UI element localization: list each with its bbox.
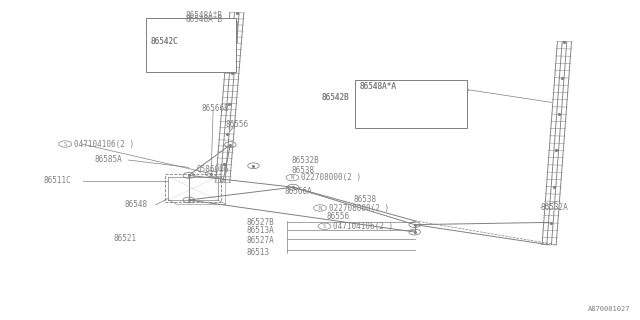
Text: 86521: 86521 [114,234,137,243]
Text: 86527A: 86527A [246,236,274,245]
Text: 86556: 86556 [226,120,249,129]
Text: 86511C: 86511C [44,176,71,185]
Text: 86548A*B: 86548A*B [186,11,223,20]
Bar [146,18,236,72]
Text: Q586006: Q586006 [196,164,229,173]
Text: 86542B: 86542B [321,93,349,102]
Text: 86548A*B: 86548A*B [186,15,223,24]
Text: 86542B: 86542B [321,93,349,102]
Text: 86556: 86556 [326,212,349,221]
Text: 86538: 86538 [291,166,314,175]
Text: 86548A*A: 86548A*A [360,82,397,91]
Text: 86513A: 86513A [246,226,274,235]
Text: 86542C: 86542C [150,37,178,46]
Text: 86532A: 86532A [541,203,568,212]
Text: 86548: 86548 [125,200,148,209]
Text: 047104106(2 ): 047104106(2 ) [74,140,134,148]
Text: N: N [291,175,294,180]
Text: N: N [319,205,321,211]
Text: 86566A: 86566A [285,188,312,196]
Text: 86527B: 86527B [246,218,274,227]
Text: 86538: 86538 [353,195,376,204]
Text: 86566B: 86566B [202,104,229,113]
Text: A870001027: A870001027 [588,306,630,312]
Text: S: S [64,141,67,147]
Text: 047104106(2 ): 047104106(2 ) [333,222,394,231]
Text: 86542C: 86542C [150,37,178,46]
Bar [165,174,221,202]
Text: 86532B: 86532B [291,156,319,165]
Text: 022708000(2 ): 022708000(2 ) [301,173,362,182]
Text: S: S [323,224,326,229]
Text: 022708000(2 ): 022708000(2 ) [329,204,389,212]
Bar [355,80,467,128]
Text: 86548A*A: 86548A*A [360,82,397,91]
Text: 86585A: 86585A [95,156,122,164]
Text: 86513: 86513 [246,248,269,257]
